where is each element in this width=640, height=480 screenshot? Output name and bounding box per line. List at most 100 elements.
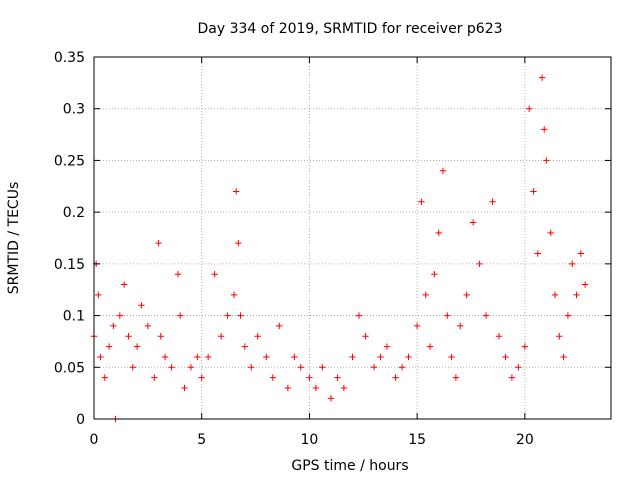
y-tick-label: 0.1 [63,309,85,325]
axis-layer: 0 0.05 0.1 0.15 0.2 0.25 0.3 0.35 0 5 10 15 20 [54,50,612,448]
y-tick-label: 0.35 [54,50,85,66]
data-point [269,374,276,381]
data-point [168,364,175,371]
data-point [174,271,182,278]
y-tick-label: 0.25 [54,153,85,169]
data-point [340,384,348,392]
data-point [525,105,533,112]
data-point [463,291,470,299]
data-point [476,260,483,268]
data-point [312,384,320,392]
data-point [129,364,136,371]
data-point [452,374,460,381]
data-point [543,157,550,164]
data-point [116,312,124,319]
data-point [327,395,335,402]
data-point [297,364,304,371]
data-point [457,322,464,330]
data-point [306,374,313,381]
data-point [502,353,509,361]
data-point [469,219,477,226]
data-point [444,312,451,319]
data-point [334,374,341,381]
data-point [133,343,141,350]
data-point [204,353,212,361]
data-point [161,353,169,361]
data-point [230,291,238,299]
data-point [538,74,546,81]
data-point [547,229,554,237]
data-point [370,364,378,371]
data-point [431,271,438,278]
data-point [439,167,447,174]
data-point [237,312,244,319]
data-point [110,322,117,330]
data-point [276,322,283,330]
data-point [217,333,225,340]
data-point [362,333,369,340]
data-point [254,333,261,340]
x-tick-label: 10 [301,432,319,448]
plot-border [93,56,612,420]
data-point [405,353,412,361]
data-point [125,333,132,340]
data-point [551,291,559,299]
data-point [194,353,201,361]
data-point [515,364,522,371]
data-point [377,353,384,361]
data-point [187,364,195,371]
data-point [263,353,270,361]
chart-title: Day 334 of 2019, SRMTID for receiver p62… [197,21,502,37]
data-point [211,271,218,278]
data-point [560,353,567,361]
data-point [157,333,164,340]
data-point [284,384,292,392]
data-point [120,281,128,288]
data-point [97,353,104,361]
data-point [530,188,537,195]
data-point [534,250,541,257]
data-point [151,374,158,381]
data-point [489,198,496,205]
y-tick-label: 0.15 [54,257,85,273]
data-point [355,312,363,319]
data-point [569,260,576,268]
data-point [418,198,425,205]
data-point [181,384,188,392]
data-point [232,188,240,195]
grid-layer [94,57,611,419]
data-point [241,343,248,350]
data-point [138,302,145,309]
data-points-layer [90,74,589,423]
data-point [422,291,429,299]
data-point [235,239,242,247]
data-point [521,343,529,350]
x-tick-label: 5 [197,432,206,448]
data-point [319,364,326,371]
x-tick-label: 15 [408,432,426,448]
data-point [95,291,102,299]
data-point [349,353,356,361]
data-point [564,312,572,319]
data-point [426,343,434,350]
y-tick-label: 0 [76,412,85,428]
data-point [435,229,442,237]
data-point [482,312,490,319]
data-point [176,312,184,319]
data-point [573,291,580,299]
data-point [413,322,421,330]
data-point [155,239,162,247]
data-point [508,374,516,381]
x-axis-title: GPS time / hours [291,458,408,474]
data-point [398,364,406,371]
data-point [248,364,255,371]
data-point [577,250,585,257]
data-point [291,353,298,361]
data-point [198,374,205,381]
data-point [495,333,503,340]
data-point [101,374,108,381]
y-tick-label: 0.2 [63,205,85,221]
data-point [581,281,589,288]
data-point [392,374,399,381]
